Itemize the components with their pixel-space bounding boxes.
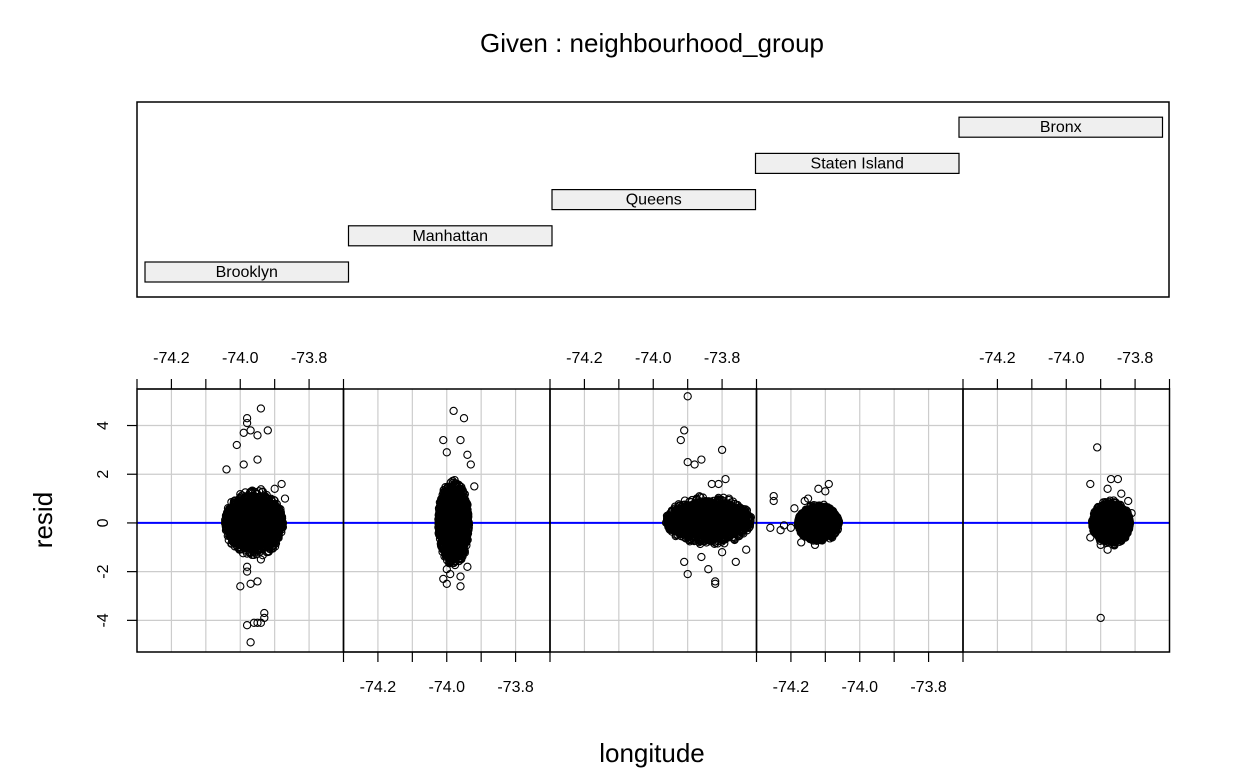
point-1-7 (471, 483, 478, 490)
point-0-25 (247, 639, 254, 646)
chart-title: Given : neighbourhood_group (480, 28, 824, 58)
panel-points-3 (767, 480, 843, 548)
point-0-18 (257, 556, 264, 563)
point-0-8 (264, 427, 271, 434)
point-1-8 (440, 575, 447, 582)
point-0-7 (257, 405, 264, 412)
y-axis-label: resid (28, 492, 58, 548)
point-2-19 (743, 546, 750, 553)
given-label-0: Brooklyn (216, 264, 278, 281)
point-0-12 (281, 495, 288, 502)
point-2-18 (732, 558, 739, 565)
point-0-19 (247, 580, 254, 587)
point-0-17 (254, 578, 261, 585)
point-0-20 (244, 622, 251, 629)
point-2-5 (698, 456, 705, 463)
point-0-1 (233, 441, 240, 448)
point-0-13 (240, 461, 247, 468)
scatter-panels: -74.2-74.0-73.8-74.2-74.0-73.8-74.2-74.0… (95, 350, 1170, 696)
panel-grid-4 (963, 389, 1170, 652)
panel-points-1 (435, 407, 478, 590)
point-1-0 (440, 437, 447, 444)
given-label-3: Staten Island (811, 155, 904, 172)
point-2-2 (681, 427, 688, 434)
given-panel: Brooklyn Manhattan Queens Staten Island Bron… (137, 102, 1169, 297)
point-1-11 (457, 573, 464, 580)
point-0-10 (278, 480, 285, 487)
panel-points-0 (222, 405, 289, 646)
point-2-6 (708, 480, 715, 487)
point-1-6 (467, 461, 474, 468)
given-label-1: Manhattan (412, 228, 488, 245)
point-0-2 (240, 429, 247, 436)
given-label-2: Queens (626, 192, 682, 209)
point-2-13 (698, 553, 705, 560)
point-1-2 (450, 407, 457, 414)
point-2-1 (677, 437, 684, 444)
given-label-4: Bronx (1040, 119, 1082, 136)
point-2-9 (715, 480, 722, 487)
point-0-9 (254, 456, 261, 463)
panel-grid-3 (757, 389, 964, 652)
point-0-0 (223, 466, 230, 473)
point-0-6 (254, 432, 261, 439)
point-2-11 (681, 558, 688, 565)
point-0-5 (247, 427, 254, 434)
point-1-5 (464, 451, 471, 458)
x-axis-label: longitude (599, 738, 705, 768)
point-2-8 (722, 476, 729, 483)
point-1-4 (460, 415, 467, 422)
panel-points-2 (663, 393, 755, 588)
point-2-4 (691, 461, 698, 468)
point-1-3 (457, 437, 464, 444)
point-1-12 (457, 583, 464, 590)
point-1-13 (464, 563, 471, 570)
